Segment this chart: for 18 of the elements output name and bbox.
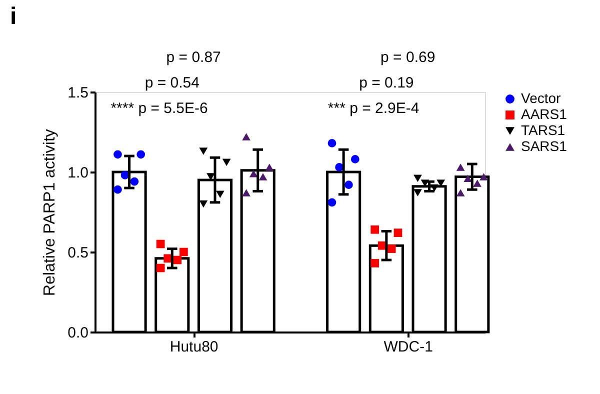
chart-title: i (10, 3, 17, 30)
x-tick-label: Hutu80 (170, 338, 218, 356)
legend-label: Vector (521, 90, 562, 106)
annotation: **** p = 5.5E-6 (110, 100, 208, 117)
text: p = 0.87 (166, 48, 221, 66)
legend-label: TARS1 (521, 122, 566, 138)
legend-label: SARS1 (521, 138, 568, 154)
text: p = 0.54 (144, 74, 200, 92)
text: p = 0.19 (359, 74, 414, 92)
y-tick-label: 0.5 (68, 244, 88, 262)
x-tick-label: WDC-1 (384, 338, 433, 356)
y-axis-title: Relative PARP1 activity (42, 129, 59, 296)
y-tick-label: 1.0 (68, 164, 88, 182)
text: p = 0.69 (380, 48, 436, 66)
y-tick-label: 0.0 (68, 324, 88, 342)
legend-label: AARS1 (521, 106, 568, 122)
annotation: *** p = 2.9E-4 (328, 100, 420, 117)
y-tick-label: 1.5 (68, 84, 88, 102)
